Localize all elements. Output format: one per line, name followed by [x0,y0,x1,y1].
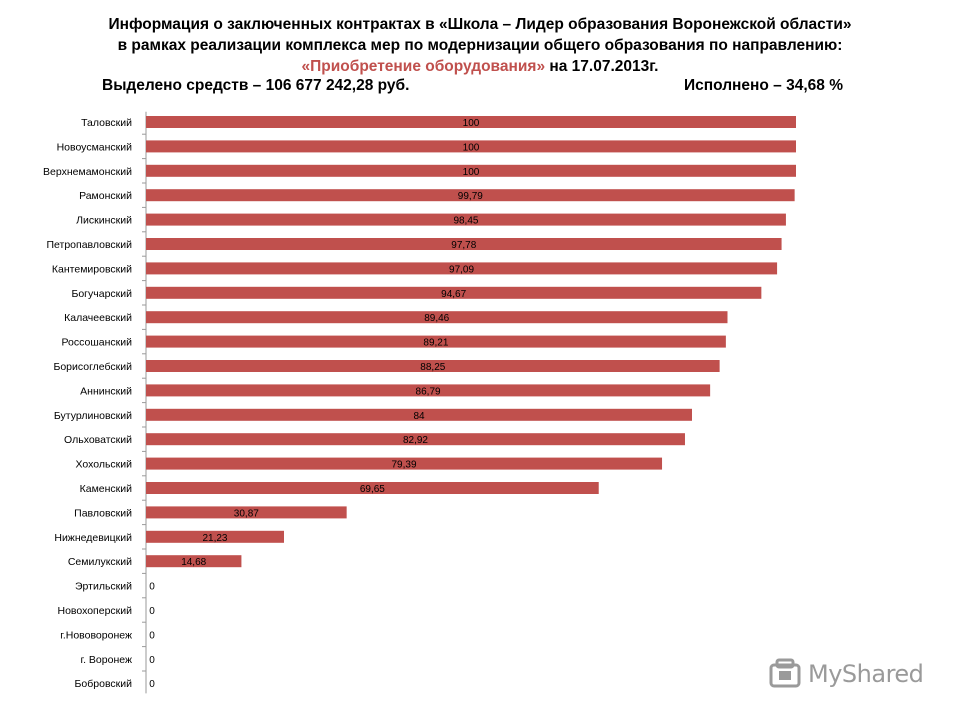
bar [146,286,762,299]
category-label: Лискинский [76,215,132,227]
category-label: Калачеевский [64,312,132,324]
category-label: Хохольский [75,459,132,471]
category-label: г. Воронеж [81,654,132,666]
category-label: Аннинский [80,385,132,397]
bar [146,457,663,470]
data-label: 79,39 [392,460,417,471]
category-label: Россошанский [62,337,133,349]
title-line-1: Информация о заключенных контрактах в «Ш… [108,16,852,33]
title-line-3: «Приобретение оборудования» на 17.07.201… [0,56,960,77]
data-label: 100 [463,167,480,178]
data-label: 0 [149,679,155,690]
bar [146,506,347,519]
data-label: 69,65 [360,484,385,495]
data-label: 0 [149,606,155,617]
data-label: 0 [149,582,155,593]
myshared-logo-icon [769,658,801,688]
category-label: Рамонский [79,190,132,202]
data-label: 84 [413,411,425,422]
watermark: MyShared [768,656,924,692]
data-label: 14,68 [181,557,206,568]
data-label: 86,79 [416,386,441,397]
data-label: 99,79 [458,191,483,202]
title-line-2: в рамках реализации комплекса мер по мод… [117,37,843,54]
category-label: Верхнемамонский [43,166,132,178]
data-label: 0 [149,630,155,641]
summary-row: Выделено средств – 106 677 242,28 руб. И… [0,77,960,99]
category-label: Каменский [80,483,133,495]
data-label: 21,23 [202,533,227,544]
category-label: Бутурлиновский [54,410,132,422]
category-label: Эртильский [75,581,132,593]
bar [146,213,786,226]
data-label: 100 [463,142,480,153]
data-label: 100 [463,118,480,129]
bar [146,140,796,153]
data-label: 97,09 [449,264,474,275]
category-label: Таловский [81,117,132,129]
data-label: 30,87 [234,508,259,519]
bar [146,482,599,494]
bar [146,433,685,446]
data-label: 89,21 [423,338,448,349]
bar [146,335,726,348]
data-label: 94,67 [441,289,466,300]
bar [146,116,796,128]
data-label: 88,25 [420,362,445,373]
category-label: Новохоперский [57,605,132,617]
data-label: 89,46 [424,313,449,324]
bar [146,262,778,275]
bar [146,189,795,202]
category-label: Семилукский [68,556,132,568]
bar [146,555,242,568]
bar [146,238,782,250]
bar [146,360,720,372]
category-label: Павловский [74,507,132,519]
bar [146,408,692,421]
category-label: Бобровский [75,678,133,690]
bar [146,384,711,397]
category-label: Новоусманский [57,141,133,153]
category-label: Кантемировский [52,263,132,275]
data-label: 97,78 [451,240,476,251]
category-label: Богучарский [71,288,132,300]
category-label: г.Нововоронеж [60,629,132,641]
bar [146,164,796,177]
bar [146,530,284,543]
allocated-funds: Выделено средств – 106 677 242,28 руб. [102,77,410,94]
title-direction: «Приобретение оборудования» [301,58,546,75]
category-label: Борисоглебский [53,361,132,373]
data-label: 0 [149,655,155,666]
bar [146,311,728,324]
chart-header: Информация о заключенных контрактах в «Ш… [0,14,960,99]
completion-percent: Исполнено – 34,68 % [684,77,843,94]
category-label: Нижнедевицкий [54,532,132,544]
category-label: Петропавловский [46,239,132,251]
title-date: на 17.07.2013г. [545,58,659,75]
data-label: 82,92 [403,435,428,446]
category-label: Ольховатский [64,434,132,446]
watermark-text: MyShared [808,660,924,688]
data-label: 98,45 [453,216,478,227]
